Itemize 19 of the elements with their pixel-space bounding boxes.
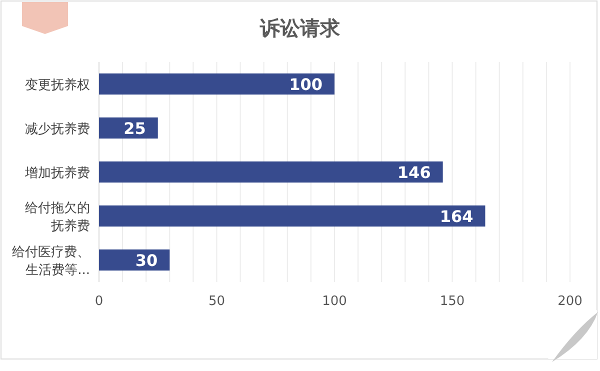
x-tick-label: 150 <box>440 294 465 309</box>
x-tick-label: 200 <box>558 294 582 309</box>
y-tick-label: 给付拖欠的抚养费 <box>25 201 90 234</box>
chart-title: 诉讼请求 <box>259 16 341 40</box>
data-label: 100 <box>289 75 322 94</box>
bar <box>99 161 443 183</box>
x-tick-label: 0 <box>94 294 104 309</box>
data-label: 25 <box>124 119 146 138</box>
x-tick-label: 50 <box>208 294 226 309</box>
y-tick-label: 给付医疗费、生活费等... <box>12 245 90 278</box>
bar <box>99 205 486 227</box>
bar <box>99 73 334 95</box>
data-label: 164 <box>440 207 474 226</box>
data-label: 30 <box>135 251 158 270</box>
x-tick-label: 100 <box>322 294 347 309</box>
data-label: 146 <box>397 163 431 182</box>
y-tick-label: 减少抚养费 <box>25 121 90 137</box>
y-tick-label: 变更抚养权 <box>25 77 90 93</box>
y-tick-label: 增加抚养费 <box>24 165 90 181</box>
